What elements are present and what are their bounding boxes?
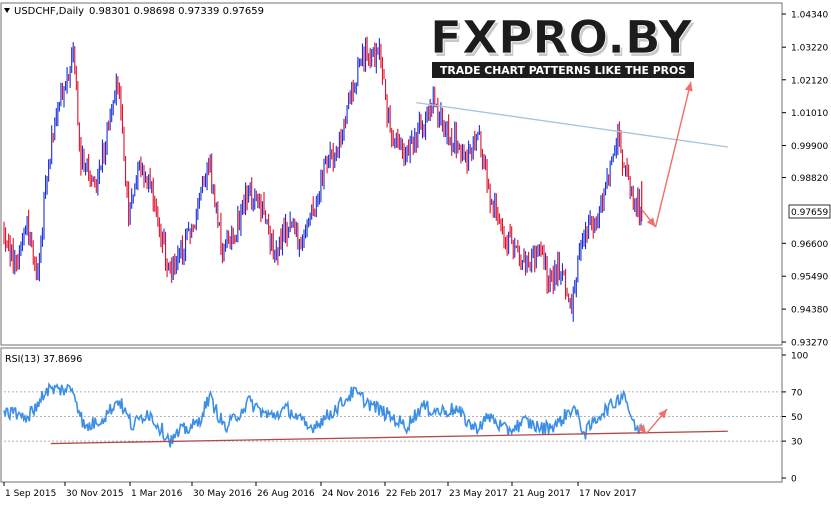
price-tick-label: 1.01010 xyxy=(791,109,828,119)
time-tick-label: 1 Mar 2016 xyxy=(131,489,183,499)
rsi-line xyxy=(3,382,643,448)
resistance-trendline[interactable] xyxy=(416,101,728,148)
time-tick-label: 22 Feb 2017 xyxy=(386,489,442,499)
logo-tagline: TRADE CHART PATTERNS LIKE THE PROS xyxy=(440,65,686,77)
time-tick-label: 30 May 2016 xyxy=(193,489,252,499)
price-tick-label: 1.03220 xyxy=(791,44,828,54)
rsi-axis: 100 70 50 30 0 xyxy=(782,352,808,485)
price-forecast-arrows[interactable] xyxy=(641,81,693,228)
time-tick-label: 23 May 2017 xyxy=(449,489,508,499)
current-price-marker: 0.97659 xyxy=(788,204,831,219)
time-tick-label: 24 Nov 2016 xyxy=(322,489,380,499)
logo-brand-text: FXPRO.BY xyxy=(430,11,693,64)
price-tick-label: 0.99900 xyxy=(791,142,828,152)
price-tick-label: 0.94380 xyxy=(791,306,828,316)
current-price-label: 0.97659 xyxy=(791,208,828,218)
time-tick-label: 21 Aug 2017 xyxy=(513,489,571,499)
symbol-header: USDCHF,Daily 0.98301 0.98698 0.97339 0.9… xyxy=(4,6,264,17)
time-tick-label: 30 Nov 2015 xyxy=(66,489,124,499)
rsi-panel-frame xyxy=(0,347,783,483)
time-axis: 1 Sep 2015 30 Nov 2015 1 Mar 2016 30 May 20… xyxy=(3,482,637,499)
logo-brand-shadow: FXPRO.BY xyxy=(432,14,695,67)
current-price-box xyxy=(788,204,831,219)
symbol-label: USDCHF,Daily xyxy=(14,6,84,17)
price-tick-label: 0.98820 xyxy=(791,174,828,184)
price-candles xyxy=(3,36,643,322)
time-tick-label: 26 Aug 2016 xyxy=(257,489,315,499)
rsi-forecast-arrows[interactable] xyxy=(637,408,668,435)
rsi-arrow-0-head xyxy=(637,424,647,434)
rsi-arrow-1-head xyxy=(658,409,668,419)
price-tick-label: 0.96600 xyxy=(791,240,828,250)
collapse-triangle-icon[interactable] xyxy=(4,8,10,13)
price-arrow-1-head xyxy=(684,81,693,92)
time-tick-label: 17 Nov 2017 xyxy=(579,489,637,499)
rsi-support-trendline[interactable] xyxy=(50,430,728,445)
price-tick-label: 1.02120 xyxy=(791,76,828,86)
price-tick-label: 0.95490 xyxy=(791,273,828,283)
rsi-tick-label: 70 xyxy=(791,388,803,398)
price-tick-label: 0.93270 xyxy=(791,339,828,349)
price-axis: 1.04340 1.03220 1.02120 1.01010 0.99900 0.988… xyxy=(782,11,828,349)
rsi-tick-label: 0 xyxy=(791,475,797,485)
rsi-tick-label: 50 xyxy=(791,413,803,423)
time-tick-label: 1 Sep 2015 xyxy=(5,489,56,499)
rsi-tick-label: 30 xyxy=(791,438,803,448)
rsi-tick-label: 100 xyxy=(791,352,808,362)
logo-tagline-background xyxy=(432,62,694,78)
price-arrow-1-shaft xyxy=(654,81,692,228)
rsi-label: RSI(13) 37.8696 xyxy=(5,354,82,365)
ohlc-values: 0.98301 0.98698 0.97339 0.97659 xyxy=(89,6,264,17)
price-tick-label: 1.04340 xyxy=(791,11,828,21)
price-arrow-0-head xyxy=(646,217,656,228)
fxpro-logo: FXPRO.BY FXPRO.BY TRADE CHART PATTERNS L… xyxy=(430,11,695,78)
